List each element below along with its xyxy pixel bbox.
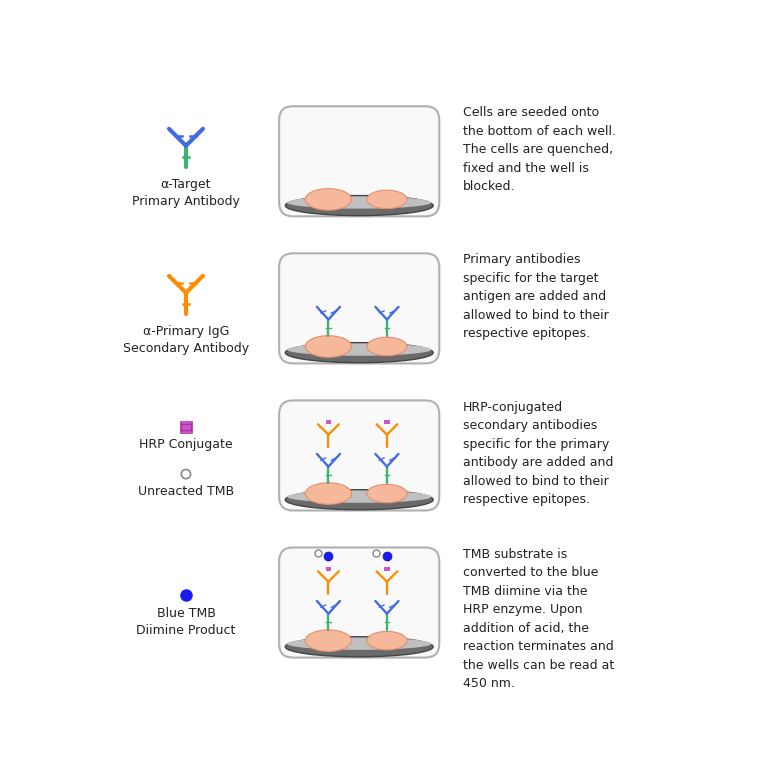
Ellipse shape — [285, 636, 433, 657]
FancyBboxPatch shape — [279, 254, 439, 364]
Text: Blue TMB
Diimine Product: Blue TMB Diimine Product — [136, 607, 235, 637]
Text: HRP-conjugated
secondary antibodies
specific for the primary
antibody are added : HRP-conjugated secondary antibodies spec… — [463, 400, 613, 506]
Ellipse shape — [367, 190, 407, 209]
Text: α-Primary IgG
Secondary Antibody: α-Primary IgG Secondary Antibody — [123, 325, 249, 355]
Ellipse shape — [286, 637, 432, 650]
Text: Cells are seeded onto
the bottom of each well.
The cells are quenched,
fixed and: Cells are seeded onto the bottom of each… — [463, 106, 616, 193]
Text: Unreacted TMB: Unreacted TMB — [138, 485, 234, 498]
FancyBboxPatch shape — [279, 400, 439, 510]
Ellipse shape — [306, 335, 351, 358]
Text: HRP Conjugate: HRP Conjugate — [139, 438, 233, 451]
Ellipse shape — [285, 490, 433, 510]
Text: α-Target
Primary Antibody: α-Target Primary Antibody — [132, 178, 240, 208]
Ellipse shape — [286, 196, 432, 209]
FancyBboxPatch shape — [279, 548, 439, 658]
Ellipse shape — [285, 196, 433, 215]
FancyBboxPatch shape — [279, 106, 439, 216]
Bar — [384, 567, 390, 571]
Text: Primary antibodies
specific for the target
antigen are added and
allowed to bind: Primary antibodies specific for the targ… — [463, 254, 609, 341]
Ellipse shape — [306, 189, 351, 210]
Bar — [325, 419, 332, 424]
Ellipse shape — [285, 342, 433, 363]
Ellipse shape — [306, 630, 351, 652]
Text: TMB substrate is
converted to the blue
TMB diimine via the
HRP enzyme. Upon
addi: TMB substrate is converted to the blue T… — [463, 548, 614, 690]
Ellipse shape — [367, 337, 407, 356]
Bar — [325, 567, 332, 571]
Ellipse shape — [367, 484, 407, 503]
Ellipse shape — [286, 490, 432, 503]
Ellipse shape — [306, 483, 351, 504]
Circle shape — [181, 469, 190, 479]
Ellipse shape — [367, 631, 407, 650]
Ellipse shape — [286, 343, 432, 356]
Bar — [384, 419, 390, 424]
